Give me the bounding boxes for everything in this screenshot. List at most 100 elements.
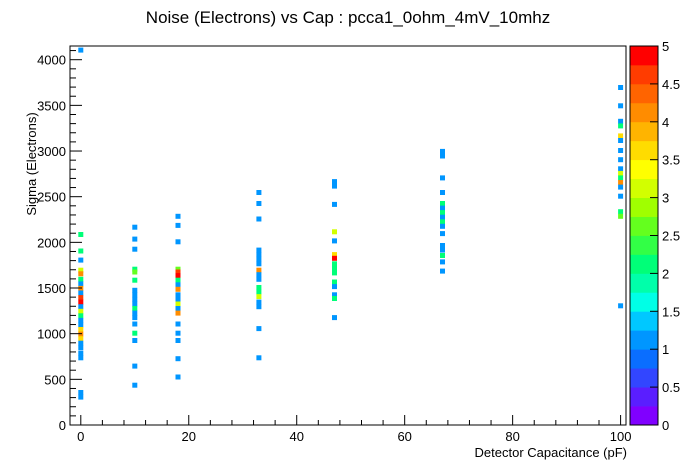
colorbar-segment — [630, 330, 658, 350]
heatmap-cell — [256, 299, 262, 305]
heatmap-cell — [132, 306, 138, 311]
colorbar-tick-label: 4 — [662, 115, 669, 130]
heatmap-cell — [78, 322, 84, 328]
heatmap-cell — [256, 285, 262, 290]
heatmap-cell — [618, 118, 624, 124]
heatmap-cell — [78, 336, 84, 342]
y-tick-label: 2000 — [37, 235, 66, 250]
heatmap-cell — [132, 338, 138, 343]
heatmap-cell — [256, 201, 262, 206]
heatmap-cell — [256, 276, 262, 282]
colorbar-segment — [630, 178, 658, 198]
heatmap-cell — [175, 310, 181, 316]
heatmap-cell — [618, 170, 624, 176]
colorbar-segment — [630, 121, 658, 142]
heatmap-cell — [132, 287, 138, 293]
heatmap-cell — [440, 231, 445, 237]
heatmap-cell — [78, 276, 84, 282]
colorbar-tick-label: 5 — [662, 39, 669, 54]
heatmap-cell — [78, 327, 84, 332]
heatmap-cell — [440, 205, 445, 211]
colorbar-segment — [630, 387, 658, 407]
heatmap-cell — [78, 304, 84, 310]
heatmap-cell — [332, 292, 337, 298]
colorbar-segment — [630, 235, 658, 255]
heatmap-cell — [175, 282, 181, 288]
heatmap-cell — [256, 294, 262, 300]
heatmap-cell — [175, 273, 181, 279]
heatmap-cell — [132, 292, 138, 298]
heatmap-cell — [332, 238, 337, 244]
heatmap-cell — [132, 224, 138, 230]
heatmap-cell — [332, 270, 337, 276]
heatmap-cell — [175, 321, 181, 327]
heatmap-cell — [440, 259, 445, 265]
heatmap-cell — [132, 382, 138, 388]
heatmap-cell — [332, 229, 337, 235]
colorbar-segment — [630, 140, 658, 161]
heatmap-cell — [78, 390, 84, 395]
heatmap-cell — [440, 253, 445, 258]
heatmap-cell — [618, 133, 624, 139]
heatmap-cell — [618, 85, 624, 90]
heatmap-cell — [440, 148, 445, 154]
heatmap-cell — [175, 277, 181, 283]
heatmap-cell — [256, 272, 262, 278]
heatmap-cell — [78, 47, 84, 53]
heatmap-cell — [256, 190, 262, 195]
colorbar-tick-label: 2.5 — [662, 229, 680, 244]
y-tick-label: 4000 — [37, 53, 66, 68]
heatmap-cell — [618, 175, 624, 181]
colorbar-segment — [630, 159, 658, 180]
colorbar-segment — [630, 406, 658, 426]
heatmap-cell — [440, 175, 445, 181]
heatmap-cell — [132, 296, 138, 302]
heatmap-cell — [332, 255, 337, 261]
heatmap-cell — [440, 190, 445, 195]
x-tick-label: 60 — [397, 429, 411, 444]
heatmap-cell — [618, 148, 624, 153]
colorbar-tick-label: 0.5 — [662, 380, 680, 395]
plot-frame — [69, 45, 627, 426]
heatmap-cell — [78, 271, 84, 277]
heatmap-cell — [78, 350, 84, 356]
y-tick-label: 1500 — [37, 281, 66, 296]
heatmap-cell — [175, 356, 181, 362]
heatmap-cell — [78, 317, 84, 323]
heatmap-cell — [132, 266, 138, 272]
y-tick-label: 2500 — [37, 190, 66, 205]
heatmap-cell — [78, 313, 84, 319]
heatmap-cell — [132, 363, 138, 369]
heatmap-cell — [256, 289, 262, 295]
heatmap-cell — [175, 239, 181, 245]
heatmap-cell — [440, 219, 445, 225]
y-axis: 0 500 1000 1500 2000 2500 3000 3500 4000 — [37, 50, 82, 433]
heatmap-cell — [175, 222, 181, 228]
heatmap-cell — [618, 138, 624, 143]
heatmap-cell — [78, 257, 84, 263]
heatmap-cell — [332, 179, 337, 185]
heatmap-cell — [132, 236, 138, 242]
heatmap-cell — [440, 268, 445, 274]
heatmap-cell — [440, 153, 445, 159]
colorbar-segment — [630, 64, 658, 85]
heatmap-cell — [132, 269, 138, 275]
colorbar-tick-label: 0 — [662, 418, 669, 433]
colorbar-segment — [630, 368, 658, 388]
heatmap-cell — [332, 265, 337, 271]
heatmap-cell — [332, 279, 337, 285]
heatmap-cell — [618, 103, 624, 109]
heatmap-cell — [440, 247, 445, 253]
heatmap-cell — [175, 374, 181, 380]
heatmap-cell — [175, 213, 181, 219]
heatmap-cell — [440, 223, 445, 229]
heatmap-cells — [78, 47, 624, 400]
heatmap-cell — [78, 355, 84, 361]
heatmap-cell — [440, 210, 445, 216]
colorbar-segment — [630, 102, 658, 123]
heatmap-cell — [78, 267, 84, 273]
heatmap-cell — [175, 266, 181, 272]
heatmap-cell — [78, 281, 84, 287]
heatmap-cell — [618, 157, 624, 163]
